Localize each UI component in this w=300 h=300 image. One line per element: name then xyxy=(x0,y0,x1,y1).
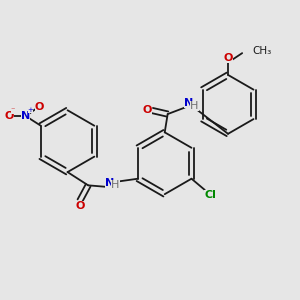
Text: N: N xyxy=(105,178,114,188)
Text: H: H xyxy=(190,100,199,110)
Text: O: O xyxy=(223,52,233,62)
Text: ⁻: ⁻ xyxy=(11,105,15,114)
Text: O: O xyxy=(35,103,44,112)
Text: O: O xyxy=(75,201,85,211)
Text: O: O xyxy=(142,105,152,115)
Text: N: N xyxy=(184,98,193,108)
Text: N: N xyxy=(21,111,30,121)
Text: O: O xyxy=(4,111,14,121)
Text: CH₃: CH₃ xyxy=(253,46,272,56)
Text: +: + xyxy=(28,107,33,113)
Text: Cl: Cl xyxy=(204,190,216,200)
Text: H: H xyxy=(111,180,120,190)
